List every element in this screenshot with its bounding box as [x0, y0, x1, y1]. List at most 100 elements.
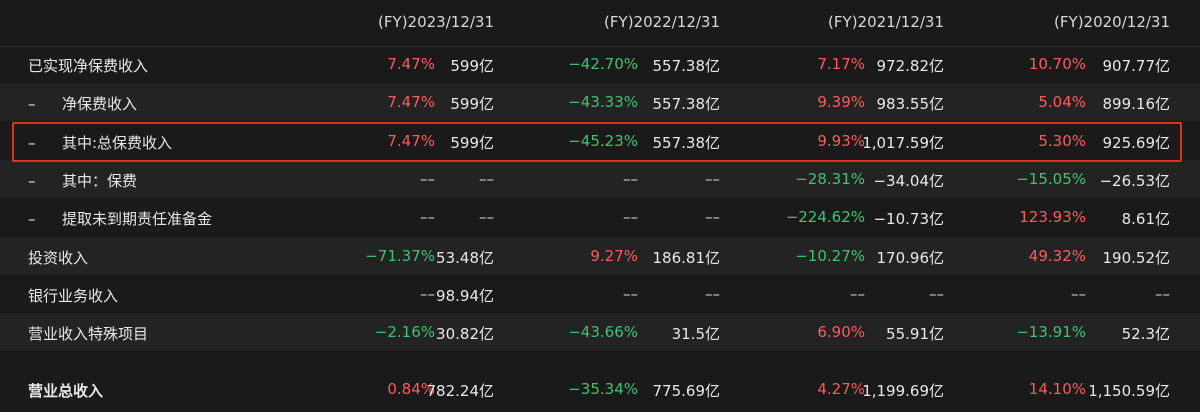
change-percent: 9.39%	[817, 93, 865, 111]
change-percent: −224.62%	[785, 208, 865, 226]
cell-value: 557.38亿	[652, 134, 721, 152]
row-label-text: 营业收入特殊项目	[28, 325, 149, 343]
indent-dash: –	[28, 95, 36, 113]
cell-value: 170.96亿	[876, 249, 945, 267]
cell-value: 1,150.59亿	[1088, 382, 1170, 400]
cell-value: 186.81亿	[652, 249, 721, 267]
row-label: – 其中：保费	[28, 170, 137, 191]
change-percent: 7.47%	[387, 132, 435, 150]
change-percent: 14.10%	[1028, 380, 1086, 398]
row-label-text: 投资收入	[28, 249, 89, 267]
table-row[interactable]: 营业总收入 0.84% 782.24亿 −35.34% 775.69亿 4.27% 1,19…	[0, 370, 1200, 408]
row-label-text: 提取未到期责任准备金	[62, 210, 213, 228]
change-percent: 9.93%	[817, 132, 865, 150]
cell-value: ––	[1155, 285, 1170, 303]
change-percent: −42.70%	[568, 55, 638, 73]
change-percent: −28.31%	[795, 170, 865, 188]
row-label: 营业总收入	[28, 380, 103, 401]
indent-dash: –	[28, 210, 36, 228]
change-percent: −10.27%	[795, 247, 865, 265]
change-percent: ––	[850, 285, 865, 303]
indent-dash: –	[28, 172, 36, 190]
cell-value: 925.69亿	[1102, 134, 1171, 152]
cell-value: 1,017.59亿	[862, 134, 944, 152]
change-percent: ––	[623, 170, 638, 188]
change-percent: 10.70%	[1028, 55, 1086, 73]
change-percent: −13.91%	[1016, 323, 1086, 341]
row-label-text: 其中:总保费收入	[62, 134, 173, 152]
change-percent: ––	[1071, 285, 1086, 303]
cell-value: 983.55亿	[876, 95, 945, 113]
change-percent: −35.34%	[568, 380, 638, 398]
cell-value: 782.24亿	[426, 382, 495, 400]
cell-value: ––	[705, 170, 720, 188]
cell-value: 972.82亿	[876, 57, 945, 75]
highlight-box	[12, 122, 1182, 162]
table-row[interactable]: 已实现净保费收入 7.47% 599亿 −42.70% 557.38亿 7.17% 972.…	[0, 45, 1200, 83]
row-label: 银行业务收入	[28, 285, 118, 306]
cell-value: −10.73亿	[873, 210, 944, 228]
change-percent: −71.37%	[365, 247, 435, 265]
cell-value: 557.38亿	[652, 95, 721, 113]
row-label: 已实现净保费收入	[28, 55, 148, 76]
change-percent: 49.32%	[1028, 247, 1086, 265]
change-percent: −15.05%	[1016, 170, 1086, 188]
change-percent: 123.93%	[1019, 208, 1086, 226]
change-percent: ––	[420, 170, 435, 188]
change-percent: 7.17%	[817, 55, 865, 73]
column-header-2021[interactable]: (FY)2021/12/31	[828, 13, 944, 31]
cell-value: ––	[479, 208, 494, 226]
cell-value: 599亿	[450, 57, 494, 75]
change-percent: −43.33%	[568, 93, 638, 111]
cell-value: 557.38亿	[652, 57, 721, 75]
row-label: – 净保费收入	[28, 93, 137, 114]
change-percent: 5.30%	[1038, 132, 1086, 150]
row-label-text: 净保费收入	[62, 95, 138, 113]
change-percent: 9.27%	[590, 247, 638, 265]
column-header-2022[interactable]: (FY)2022/12/31	[604, 13, 720, 31]
column-header-2023[interactable]: (FY)2023/12/31	[378, 13, 494, 31]
change-percent: −2.16%	[374, 323, 435, 341]
cell-value: 599亿	[450, 134, 494, 152]
cell-value: 599亿	[450, 95, 494, 113]
cell-value: 30.82亿	[436, 325, 494, 343]
row-label: – 其中:总保费收入	[28, 132, 172, 153]
cell-value: 55.91亿	[886, 325, 944, 343]
change-percent: 7.47%	[387, 55, 435, 73]
row-label-text: 营业总收入	[28, 382, 104, 400]
change-percent: ––	[420, 285, 435, 303]
table-row[interactable]: – 提取未到期责任准备金 –– –– –– –– −224.62% −10.73亿 123.93…	[0, 198, 1200, 236]
change-percent: 5.04%	[1038, 93, 1086, 111]
change-percent: 0.84%	[387, 380, 435, 398]
cell-value: 98.94亿	[436, 287, 494, 305]
table-row[interactable]: 银行业务收入 –– 98.94亿 –– –– –– –– –– ––	[0, 275, 1200, 313]
cell-value: ––	[479, 170, 494, 188]
change-percent: 4.27%	[817, 380, 865, 398]
table-row[interactable]: – 其中：保费 –– –– –– –– −28.31% −34.04亿 −15.05% −26.5…	[0, 160, 1200, 198]
column-header-2020[interactable]: (FY)2020/12/31	[1054, 13, 1170, 31]
cell-value: ––	[929, 285, 944, 303]
change-percent: 7.47%	[387, 93, 435, 111]
cell-value: 53.48亿	[436, 249, 494, 267]
cell-value: 907.77亿	[1102, 57, 1171, 75]
table-row[interactable]: 营业收入特殊项目 −2.16% 30.82亿 −43.66% 31.5亿 6.90% 55.…	[0, 313, 1200, 351]
table-row[interactable]: 投资收入 −71.37% 53.48亿 9.27% 186.81亿 −10.27% 170.…	[0, 237, 1200, 275]
change-percent: −43.66%	[568, 323, 638, 341]
table-row[interactable]: – 净保费收入 7.47% 599亿 −43.33% 557.38亿 9.39% 983.55…	[0, 83, 1200, 121]
cell-value: ––	[705, 285, 720, 303]
table-header: (FY)2023/12/31 (FY)2022/12/31 (FY)2021/1…	[0, 0, 1200, 47]
cell-value: 190.52亿	[1102, 249, 1171, 267]
indent-dash: –	[28, 134, 36, 152]
change-percent: ––	[420, 208, 435, 226]
change-percent: 6.90%	[817, 323, 865, 341]
row-label: – 提取未到期责任准备金	[28, 208, 212, 229]
table-row[interactable]: – 其中:总保费收入 7.47% 599亿 −45.23% 557.38亿 9.93% 1,0…	[0, 122, 1200, 160]
change-percent: −45.23%	[568, 132, 638, 150]
change-percent: ––	[623, 208, 638, 226]
cell-value: 899.16亿	[1102, 95, 1171, 113]
row-label-text: 银行业务收入	[28, 287, 119, 305]
cell-value: ––	[705, 208, 720, 226]
cell-value: 31.5亿	[671, 325, 720, 343]
cell-value: 1,199.69亿	[862, 382, 944, 400]
